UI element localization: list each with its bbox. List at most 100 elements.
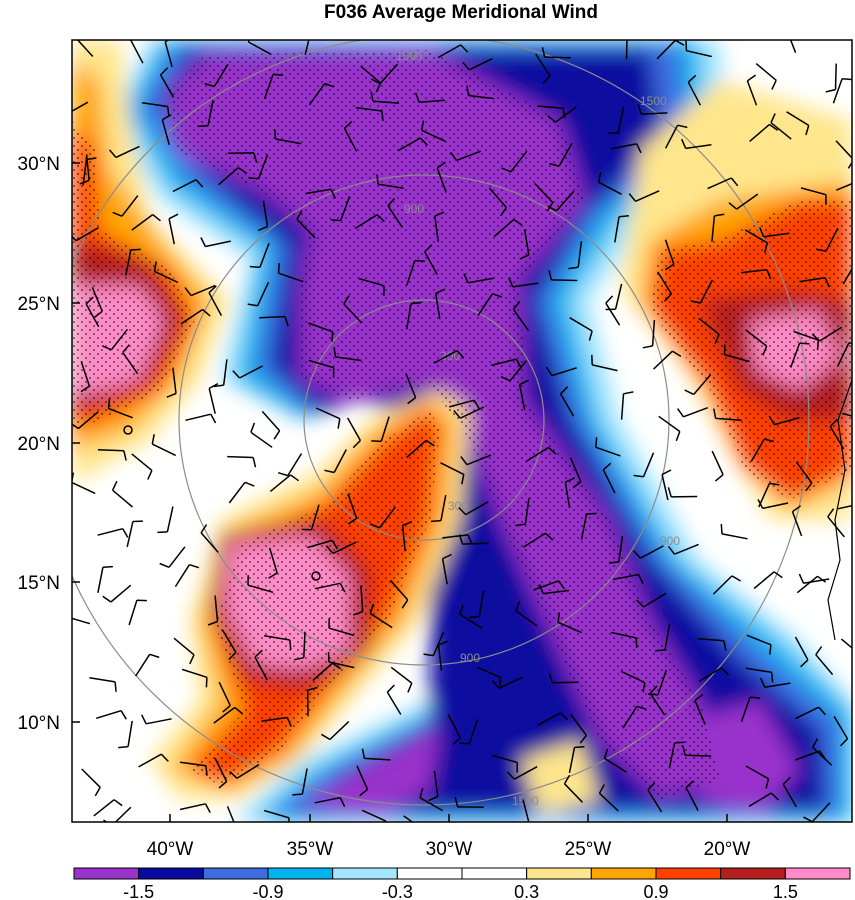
wind-barb-feather bbox=[769, 644, 772, 655]
wind-barb-feather bbox=[414, 259, 425, 262]
wind-barb-feather bbox=[458, 506, 467, 516]
wind-barb-feather bbox=[799, 342, 810, 345]
wind-barb-feather bbox=[824, 277, 830, 288]
wind-barb-feather bbox=[770, 792, 780, 801]
wind-barb-feather bbox=[442, 553, 452, 560]
shade-yellow-patch bbox=[520, 740, 600, 815]
wind-barb-shaft bbox=[749, 123, 770, 142]
wind-barb-shaft bbox=[236, 763, 260, 779]
wind-barb-feather bbox=[667, 545, 676, 555]
wind-barb-shaft bbox=[164, 41, 173, 68]
wind-barb-feather bbox=[370, 91, 374, 102]
range-rings bbox=[72, 40, 810, 806]
wind-barb-feather bbox=[501, 167, 512, 173]
wind-barb-shaft bbox=[658, 415, 681, 433]
wind-barb-feather bbox=[595, 437, 598, 448]
wind-barb-shaft bbox=[745, 329, 768, 347]
wind-barb-feather bbox=[407, 682, 413, 693]
wind-barb-feather bbox=[815, 646, 823, 656]
wind-barb-feather bbox=[498, 677, 502, 688]
wind-barb-shaft bbox=[159, 74, 175, 98]
wind-barb-feather bbox=[277, 263, 280, 274]
wind-barb-feather bbox=[521, 825, 530, 830]
wind-barb-feather bbox=[120, 710, 127, 720]
wind-barb-feather bbox=[337, 418, 341, 429]
wind-barb-feather bbox=[331, 331, 334, 342]
wind-barb-feather bbox=[207, 620, 218, 626]
wind-barb-feather bbox=[204, 82, 215, 88]
wind-barb-shaft bbox=[835, 140, 852, 160]
wind-barb-feather bbox=[359, 788, 368, 797]
wind-barb-shaft bbox=[799, 277, 826, 283]
wind-barb-feather bbox=[500, 376, 511, 382]
wind-barb-feather bbox=[459, 604, 464, 615]
wind-barb-shaft bbox=[555, 106, 577, 123]
wind-barb-shaft bbox=[746, 634, 772, 646]
wind-barb-shaft bbox=[512, 308, 530, 331]
wind-barb-feather bbox=[286, 717, 292, 727]
wind-barb-feather bbox=[253, 152, 258, 163]
y-tick-label: 30°N bbox=[18, 154, 60, 175]
wind-barb-shaft bbox=[329, 721, 350, 741]
wind-barb-shaft bbox=[782, 784, 798, 808]
y-tick-label: 10°N bbox=[18, 713, 60, 734]
wind-barb-shaft bbox=[72, 481, 96, 495]
wind-barb-feather bbox=[750, 696, 761, 699]
wind-barb-shaft bbox=[128, 599, 138, 626]
wind-barb-shaft bbox=[694, 700, 706, 725]
wind-barb-shaft bbox=[447, 714, 461, 739]
wind-barb-feather bbox=[674, 741, 685, 744]
wind-barb-shaft bbox=[369, 612, 393, 629]
wind-barb-feather bbox=[419, 137, 428, 146]
wind-barb-feather bbox=[122, 344, 130, 353]
wind-barb-shaft bbox=[523, 229, 530, 256]
wind-barb-feather bbox=[519, 379, 529, 386]
wind-barb-shaft bbox=[569, 457, 582, 482]
wind-barb-feather bbox=[572, 481, 582, 489]
x-tick-label: 40°W bbox=[147, 839, 194, 860]
wind-barb-feather bbox=[166, 392, 177, 398]
wind-barb-shaft bbox=[121, 195, 139, 217]
wind-barb-shaft bbox=[397, 137, 421, 152]
y-tick-label: 15°N bbox=[18, 573, 60, 594]
wind-barb-shaft bbox=[77, 411, 99, 430]
wind-barb-feather bbox=[376, 214, 385, 222]
wind-barb-feather bbox=[848, 342, 852, 345]
wind-barb-feather bbox=[579, 734, 587, 744]
wind-barb-shaft bbox=[685, 144, 712, 150]
wind-barb-shaft bbox=[151, 443, 177, 457]
wind-barb-shaft bbox=[640, 545, 664, 559]
wind-barb-feather bbox=[248, 177, 259, 180]
wind-barb-feather bbox=[72, 423, 79, 430]
wind-barb-shaft bbox=[811, 802, 831, 822]
wind-barb-feather bbox=[459, 742, 470, 745]
wind-barb-shaft bbox=[569, 317, 593, 332]
wind-barb-shaft bbox=[227, 455, 254, 459]
wind-barb-feather bbox=[254, 649, 263, 658]
colorbar-box bbox=[526, 867, 592, 880]
wind-barb-feather bbox=[184, 287, 192, 297]
wind-barb-shaft bbox=[358, 277, 385, 287]
island-marker-2 bbox=[311, 571, 321, 581]
wind-barb-shaft bbox=[406, 439, 427, 459]
wind-barb-feather bbox=[453, 410, 461, 419]
wind-barb-feather bbox=[333, 346, 337, 357]
wind-barb-feather bbox=[588, 330, 593, 341]
wind-barb-feather bbox=[805, 482, 813, 492]
wind-barb-shaft bbox=[786, 111, 810, 127]
wind-barb-feather bbox=[102, 565, 113, 569]
wind-barb-shaft bbox=[127, 720, 133, 747]
colorbar-box bbox=[590, 867, 657, 880]
wind-barb-shaft bbox=[724, 353, 750, 363]
wind-barb-feather bbox=[205, 765, 208, 776]
wind-barb-shaft bbox=[308, 322, 333, 333]
wind-barb-shaft bbox=[707, 177, 732, 190]
wind-barb-feather bbox=[331, 662, 342, 670]
wind-barb-shaft bbox=[259, 242, 270, 268]
wind-barb-shaft bbox=[456, 150, 482, 162]
wind-barb-shaft bbox=[208, 292, 223, 316]
wind-barb-shaft bbox=[535, 53, 551, 77]
wind-barb-feather bbox=[200, 237, 207, 247]
wind-barb-feather bbox=[542, 75, 551, 84]
wind-barb-feather bbox=[764, 438, 775, 443]
